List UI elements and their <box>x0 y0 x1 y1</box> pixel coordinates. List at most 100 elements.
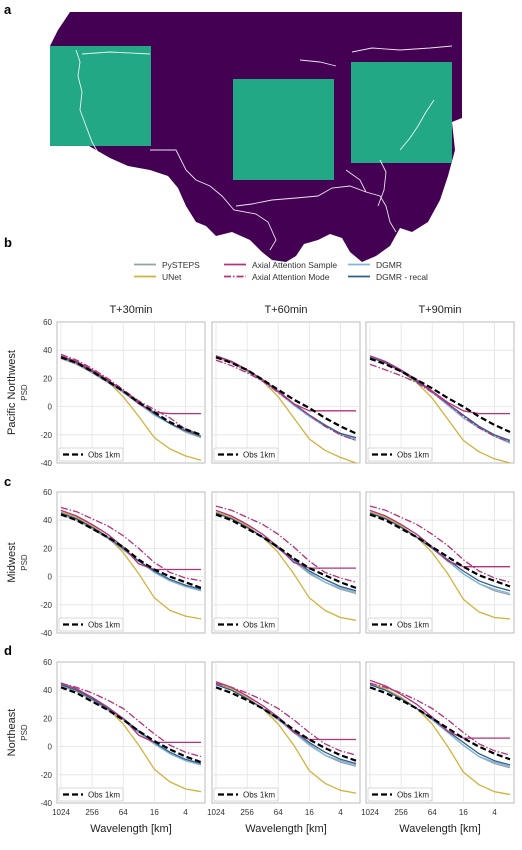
row-title-0: Pacific Northwest <box>6 350 18 435</box>
series-axial-attention-mode <box>215 682 357 756</box>
obs-legend-label: Obs 1km <box>243 621 275 630</box>
obs-legend-label: Obs 1km <box>243 451 275 460</box>
y-tick-label: 0 <box>48 743 53 752</box>
subplot-r2-c0: -40 -20 0 20 40 60 PSD Obs 1km 1024 256 64 16 4 <box>20 658 206 817</box>
us-radar-coverage-map <box>50 12 462 262</box>
row-titles: Pacific Northwest Midwest Northeast <box>6 350 18 756</box>
y-tick-label: 20 <box>43 544 52 553</box>
y-axis-label: PSD <box>20 384 29 401</box>
series-unet <box>215 511 357 621</box>
y-tick-label: -20 <box>40 601 52 610</box>
x-axis-label-1: Wavelength [km] <box>245 823 327 835</box>
region-pacific-northwest <box>50 46 151 146</box>
series-unet <box>369 511 511 620</box>
x-tick-label: 16 <box>150 808 159 817</box>
series-obs-1km <box>60 356 202 436</box>
series-axial-attention-mode <box>369 363 511 443</box>
subplot-r0-c2: Obs 1km <box>365 321 515 464</box>
subplot-r1-c1: Obs 1km <box>211 491 361 634</box>
series-axial-attention-mode <box>369 505 511 583</box>
subplot-r0-c1: Obs 1km <box>211 321 361 464</box>
series-axial-attention-sample <box>215 355 356 412</box>
obs-legend-box <box>58 617 124 632</box>
column-title-0: T+30min <box>109 304 152 316</box>
subplot-frame <box>365 661 515 804</box>
series-axial-attention-sample <box>215 509 356 569</box>
x-tick-label: 64 <box>274 808 283 817</box>
x-axis-labels: Wavelength [km] Wavelength [km] Wavelength… <box>90 823 481 835</box>
x-tick-label: 4 <box>492 808 497 817</box>
x-tick-label: 256 <box>394 808 408 817</box>
y-tick-label: -40 <box>40 799 52 808</box>
series-axial-attention-sample <box>215 681 356 741</box>
y-tick-label: 20 <box>43 714 52 723</box>
series-axial-attention-mode <box>215 505 357 583</box>
x-tick-label: 4 <box>338 808 343 817</box>
y-tick-label: 0 <box>48 403 53 412</box>
subplot-frame <box>211 661 361 804</box>
obs-legend-box <box>367 447 433 462</box>
legend-label-2: Axial Attention Sample <box>252 260 337 270</box>
series-axial-attention-sample <box>60 509 201 571</box>
y-tick-label: 40 <box>43 346 52 355</box>
obs-legend-box <box>213 447 279 462</box>
obs-legend-label: Obs 1km <box>397 791 429 800</box>
obs-legend-box <box>58 447 124 462</box>
subplot-frame <box>211 321 361 464</box>
y-tick-label: 40 <box>43 686 52 695</box>
obs-legend-box <box>58 787 124 802</box>
y-tick-label: 0 <box>48 573 53 582</box>
series-axial-attention-mode <box>60 682 202 758</box>
series-axial-attention-sample <box>369 509 510 568</box>
obs-legend-box <box>367 617 433 632</box>
series-dgmr-recal <box>60 683 202 765</box>
x-tick-label: 16 <box>305 808 314 817</box>
region-northeast <box>351 62 452 163</box>
subplot-frame <box>56 661 206 804</box>
series-axial-attention-sample <box>369 355 510 415</box>
obs-legend-label: Obs 1km <box>88 451 120 460</box>
x-tick-label: 16 <box>459 808 468 817</box>
row-title-1: Midwest <box>6 542 18 582</box>
legend-label-5: DGMR - recal <box>376 272 428 282</box>
series-unet <box>369 682 511 796</box>
series-unet <box>215 682 357 794</box>
panel-label-d: d <box>4 643 12 658</box>
panel-label-c: c <box>4 474 11 489</box>
x-tick-label: 1024 <box>52 808 70 817</box>
series-axial-attention-sample <box>369 679 510 739</box>
legend: PySTEPS UNet Axial Attention Sample Axial A… <box>134 260 428 282</box>
x-axis-label-2: Wavelength [km] <box>399 823 481 835</box>
y-tick-label: 60 <box>43 318 52 327</box>
x-tick-label: 64 <box>428 808 437 817</box>
y-tick-label: -20 <box>40 771 52 780</box>
obs-legend-box <box>213 787 279 802</box>
x-axis-label-0: Wavelength [km] <box>90 823 172 835</box>
y-tick-label: 60 <box>43 488 52 497</box>
series-axial-attention-mode <box>60 506 202 582</box>
column-title-1: T+60min <box>264 304 307 316</box>
subplot-frame <box>56 321 206 464</box>
panel-label-b: b <box>4 235 12 250</box>
panel-label-a: a <box>4 2 12 17</box>
x-tick-label: 256 <box>240 808 254 817</box>
subplot-r2-c1: Obs 1km 1024 256 64 16 4 <box>207 661 361 817</box>
coastline-borders <box>75 45 453 251</box>
legend-label-3: Axial Attention Mode <box>252 272 330 282</box>
y-axis-label: PSD <box>20 724 29 741</box>
y-tick-label: 40 <box>43 516 52 525</box>
series-axial-attention-mode <box>369 682 511 756</box>
subplot-r2-c2: Obs 1km 1024 256 64 16 4 <box>361 661 515 817</box>
row-title-2: Northeast <box>6 709 18 757</box>
y-tick-label: -20 <box>40 431 52 440</box>
x-tick-label: 4 <box>183 808 188 817</box>
x-tick-label: 1024 <box>361 808 379 817</box>
x-tick-label: 256 <box>85 808 99 817</box>
obs-legend-label: Obs 1km <box>88 621 120 630</box>
obs-legend-label: Obs 1km <box>243 791 275 800</box>
obs-legend-label: Obs 1km <box>397 621 429 630</box>
obs-legend-label: Obs 1km <box>397 451 429 460</box>
obs-legend-box <box>367 787 433 802</box>
subplot-r1-c0: -40 -20 0 20 40 60 PSD Obs 1km <box>20 488 206 638</box>
